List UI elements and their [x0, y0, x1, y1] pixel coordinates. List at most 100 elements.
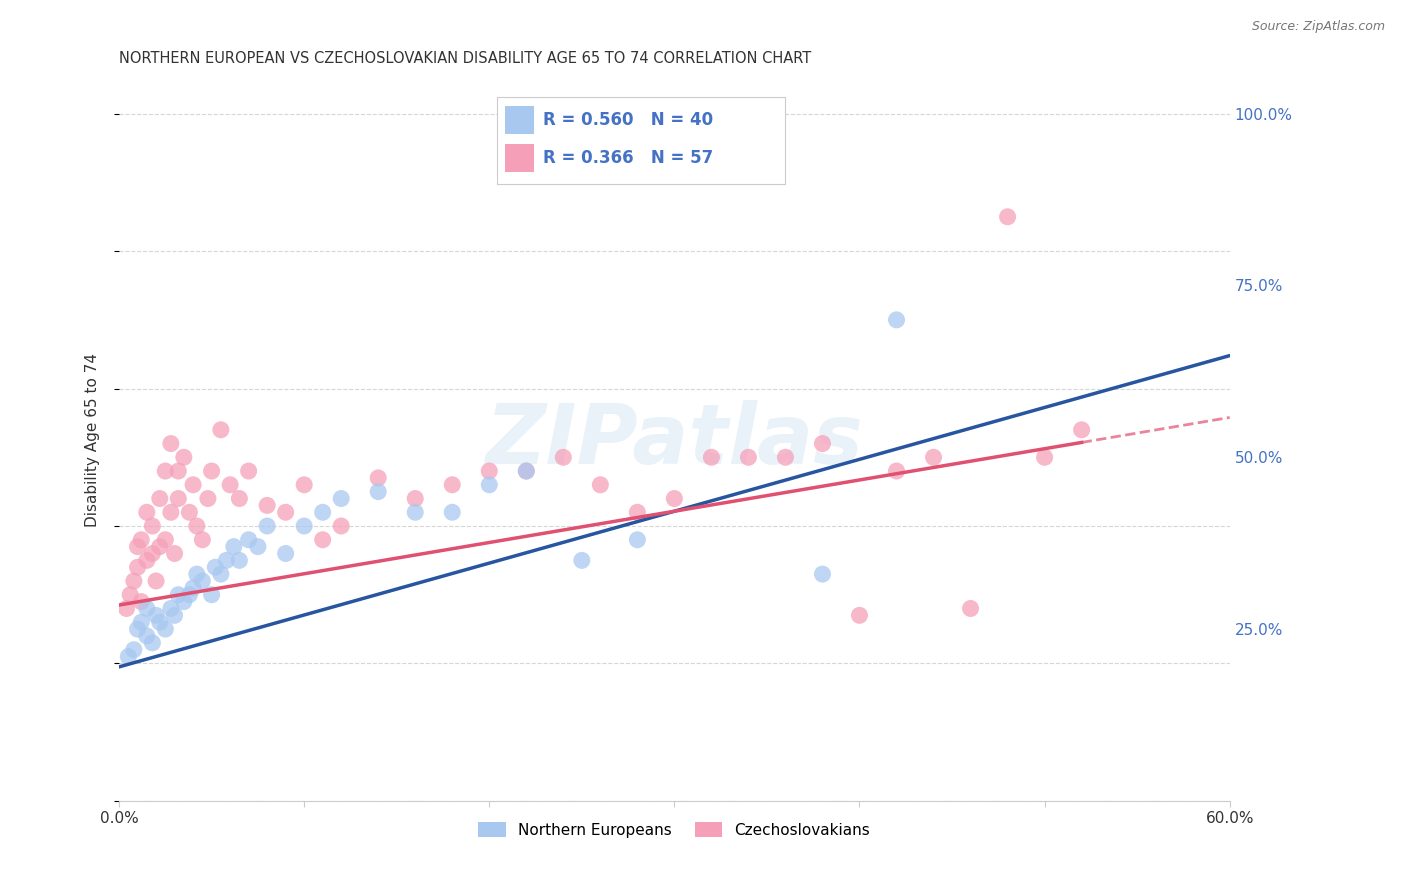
Point — [120, 588, 142, 602]
Point — [441, 505, 464, 519]
Point — [191, 574, 214, 588]
Point — [145, 608, 167, 623]
Point — [163, 547, 186, 561]
Point — [181, 477, 204, 491]
Point — [141, 519, 163, 533]
Point — [160, 436, 183, 450]
Point — [553, 450, 575, 465]
Point — [135, 553, 157, 567]
Point — [1033, 450, 1056, 465]
Point — [238, 533, 260, 547]
Point — [219, 477, 242, 491]
Point — [173, 594, 195, 608]
Point — [155, 622, 177, 636]
Point — [149, 615, 172, 630]
Point — [886, 464, 908, 478]
Point — [478, 477, 501, 491]
Point — [141, 636, 163, 650]
Point — [135, 505, 157, 519]
Point — [256, 519, 278, 533]
Point — [292, 519, 315, 533]
Point — [160, 601, 183, 615]
Point — [311, 533, 333, 547]
Point — [1070, 423, 1092, 437]
Text: NORTHERN EUROPEAN VS CZECHOSLOVAKIAN DISABILITY AGE 65 TO 74 CORRELATION CHART: NORTHERN EUROPEAN VS CZECHOSLOVAKIAN DIS… — [120, 51, 811, 66]
Point — [141, 547, 163, 561]
Point — [330, 519, 353, 533]
Point — [160, 505, 183, 519]
Point — [959, 601, 981, 615]
Point — [228, 553, 250, 567]
Point — [122, 642, 145, 657]
Point — [811, 567, 834, 582]
Point — [571, 553, 593, 567]
Text: Source: ZipAtlas.com: Source: ZipAtlas.com — [1251, 20, 1385, 33]
Point — [222, 540, 245, 554]
Point — [127, 560, 149, 574]
Point — [191, 533, 214, 547]
Point — [246, 540, 269, 554]
Point — [478, 464, 501, 478]
Point — [274, 547, 297, 561]
Point — [149, 540, 172, 554]
Point — [515, 464, 537, 478]
Point — [179, 588, 201, 602]
Point — [274, 505, 297, 519]
Point — [997, 210, 1019, 224]
Point — [811, 436, 834, 450]
Point — [115, 601, 138, 615]
Point — [292, 477, 315, 491]
Point — [367, 471, 389, 485]
Point — [117, 649, 139, 664]
Point — [129, 615, 152, 630]
Point — [181, 581, 204, 595]
Point — [173, 450, 195, 465]
Point — [441, 477, 464, 491]
Point — [404, 505, 426, 519]
Point — [197, 491, 219, 506]
Point — [848, 608, 870, 623]
Point — [167, 491, 190, 506]
Point — [163, 608, 186, 623]
Text: ZIPatlas: ZIPatlas — [485, 400, 863, 481]
Point — [404, 491, 426, 506]
Point — [311, 505, 333, 519]
Point — [700, 450, 723, 465]
Point — [330, 491, 353, 506]
Point — [256, 499, 278, 513]
Point — [129, 594, 152, 608]
Point — [775, 450, 797, 465]
Point — [204, 560, 226, 574]
Point — [129, 533, 152, 547]
Point — [209, 423, 232, 437]
Point — [145, 574, 167, 588]
Point — [179, 505, 201, 519]
Point — [238, 464, 260, 478]
Point — [626, 533, 648, 547]
Point — [167, 464, 190, 478]
Point — [515, 464, 537, 478]
Point — [127, 540, 149, 554]
Point — [127, 622, 149, 636]
Point — [664, 491, 686, 506]
Point — [589, 477, 612, 491]
Point — [186, 519, 208, 533]
Point — [135, 629, 157, 643]
Legend: Northern Europeans, Czechoslovakians: Northern Europeans, Czechoslovakians — [472, 815, 876, 844]
Point — [155, 533, 177, 547]
Point — [149, 491, 172, 506]
Point — [209, 567, 232, 582]
Point — [228, 491, 250, 506]
Point — [922, 450, 945, 465]
Point — [135, 601, 157, 615]
Point — [155, 464, 177, 478]
Y-axis label: Disability Age 65 to 74: Disability Age 65 to 74 — [86, 353, 100, 527]
Point — [737, 450, 759, 465]
Point — [167, 588, 190, 602]
Point — [186, 567, 208, 582]
Point — [886, 313, 908, 327]
Point — [626, 505, 648, 519]
Point — [201, 588, 224, 602]
Point — [367, 484, 389, 499]
Point — [122, 574, 145, 588]
